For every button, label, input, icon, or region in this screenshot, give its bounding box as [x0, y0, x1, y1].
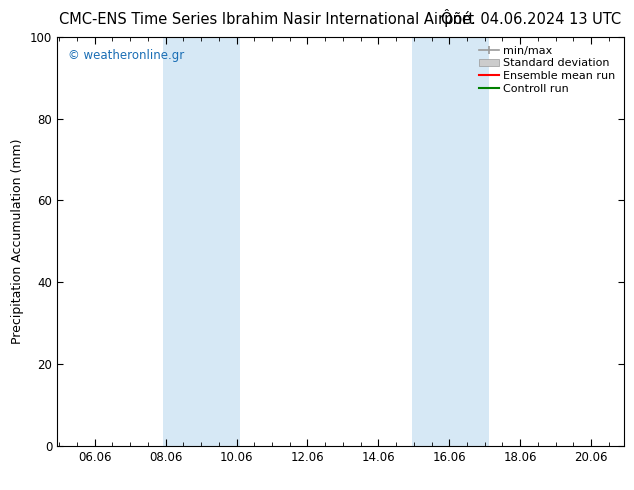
Legend: min/max, Standard deviation, Ensemble mean run, Controll run: min/max, Standard deviation, Ensemble me…	[476, 42, 619, 98]
Text: CMC-ENS Time Series Ibrahim Nasir International Airport: CMC-ENS Time Series Ibrahim Nasir Intern…	[59, 12, 474, 27]
Text: Ôñé. 04.06.2024 13 UTC: Ôñé. 04.06.2024 13 UTC	[441, 12, 621, 27]
Bar	[411, 37, 489, 446]
Bar	[164, 37, 240, 446]
Text: © weatheronline.gr: © weatheronline.gr	[68, 49, 184, 62]
Y-axis label: Precipitation Accumulation (mm): Precipitation Accumulation (mm)	[11, 139, 24, 344]
